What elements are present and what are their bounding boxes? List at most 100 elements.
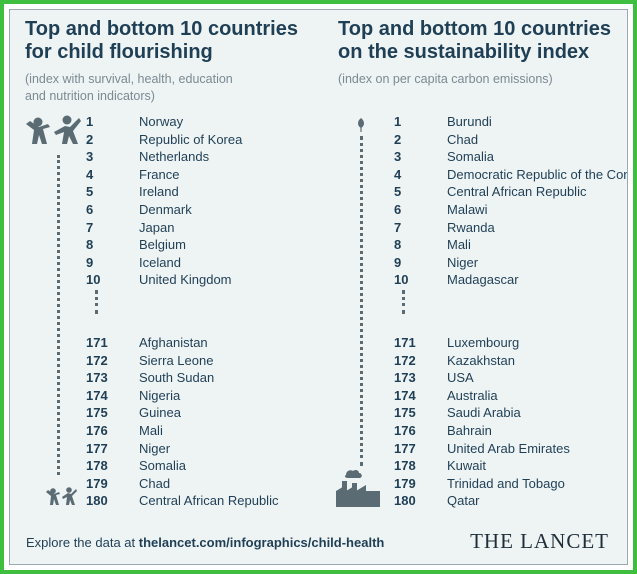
right-title-line1: Top and bottom 10 countries [338,18,611,40]
country-name: Chad [139,475,171,491]
country-name: Somalia [139,458,186,474]
rank-number: 2 [394,131,402,147]
rank-number: 178 [86,458,108,474]
rank-number: 10 [394,272,409,288]
country-name: Mali [139,423,163,438]
rank-number: 3 [86,149,94,165]
rank-number: 173 [86,370,108,386]
country-name: South Sudan [139,370,215,386]
rank-number: 171 [394,335,416,350]
factory-icon [336,469,380,507]
children-small-icon [46,487,77,505]
country-name: Belgium [139,237,186,253]
rank-number: 172 [394,352,416,368]
rank-number: 8 [86,237,94,253]
country-name: Netherlands [139,149,210,165]
country-name: Rwanda [447,219,495,235]
country-name: Norway [139,114,184,129]
country-name: United Arab Emirates [447,440,570,456]
country-name: Ireland [139,184,179,200]
country-name: Niger [447,254,479,270]
country-name: Denmark [139,202,192,217]
rank-number: 4 [394,166,402,182]
rank-number: 177 [86,440,108,456]
country-name: Afghanistan [139,335,208,350]
country-name: Kuwait [447,458,487,474]
country-name: Democratic Republic of the Congo [447,166,628,182]
rank-number: 179 [394,475,416,491]
country-name: Central African Republic [139,493,279,509]
country-name: Madagascar [447,272,519,288]
country-name: Bahrain [447,423,492,438]
rank-number: 172 [86,352,108,368]
left-dotted-line [57,155,60,475]
left-subtitle-line2: and nutrition indicators) [25,89,155,103]
country-name: Niger [139,440,171,456]
rank-number: 5 [394,184,402,200]
rank-number: 9 [86,254,94,270]
rank-number: 180 [86,493,108,509]
rank-number: 7 [86,219,94,235]
lancet-logo: THE LANCET [470,529,609,553]
country-name: France [139,166,180,182]
left-subtitle-line1: (index with survival, health, education [25,72,233,86]
country-name: Sierra Leone [139,352,214,368]
country-name: United Kingdom [139,272,232,288]
country-name: Kazakhstan [447,352,515,368]
country-name: Trinidad and Tobago [447,475,565,491]
country-name: Luxembourg [447,335,520,350]
left-ellipsis-dots [95,290,98,314]
country-name: Republic of Korea [139,131,243,147]
rank-number: 6 [394,202,402,217]
rank-number: 4 [86,166,94,182]
rank-number: 3 [394,149,402,165]
left-title-line2: for child flourishing [25,41,213,63]
rank-number: 6 [86,202,94,217]
rank-number: 1 [394,114,402,129]
right-ellipsis-dots [402,290,405,314]
rank-number: 174 [86,387,108,403]
country-name: Malawi [447,202,488,217]
right-subtitle: (index on per capita carbon emissions) [338,72,553,86]
country-name: Iceland [139,254,181,270]
rank-number: 8 [394,237,402,253]
leaf-icon [358,118,364,132]
right-dotted-line [360,136,363,466]
rank-number: 5 [86,184,94,200]
country-name: Australia [447,387,498,403]
rank-number: 7 [394,219,402,235]
country-name: Central African Republic [447,184,587,200]
left-title-line1: Top and bottom 10 countries [25,18,298,40]
rank-number: 179 [86,475,108,491]
country-name: USA [447,370,474,386]
footer-link[interactable]: thelancet.com/infographics/child-health [138,535,385,550]
rank-number: 1 [86,114,94,129]
rank-number: 180 [394,493,416,509]
country-name: Nigeria [139,387,181,403]
infographic-panel: Top and bottom 10 countries for child fl… [9,9,628,565]
country-name: Saudi Arabia [447,405,521,421]
country-name: Guinea [139,405,181,421]
footer: Explore the data at thelancet.com/infogr… [26,535,384,550]
rank-number: 171 [86,335,108,350]
rank-number: 9 [394,254,402,270]
country-name: Mali [447,237,471,253]
country-name: Japan [139,219,175,235]
rank-number: 176 [394,423,416,438]
rank-number: 178 [394,458,416,474]
rank-number: 177 [394,440,416,456]
rank-number: 10 [86,272,101,288]
rank-number: 175 [394,405,416,421]
right-title-line2: on the sustainability index [338,41,590,63]
rank-number: 173 [394,370,416,386]
rank-number: 175 [86,405,108,421]
children-playing-icon [26,115,81,144]
rank-number: 174 [394,387,416,403]
country-name: Somalia [447,149,494,165]
footer-prefix: Explore the data at [26,535,139,550]
country-name: Qatar [447,493,480,509]
rank-number: 2 [86,131,94,147]
country-name: Burundi [447,114,492,129]
country-name: Chad [447,131,479,147]
